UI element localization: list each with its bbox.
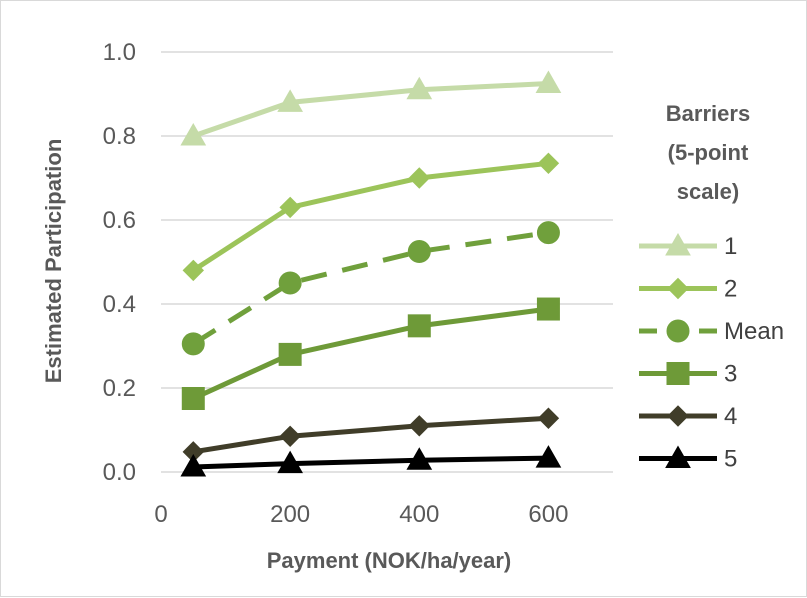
y-tick-label: 0.6 <box>103 207 136 234</box>
x-tick-label: 400 <box>399 501 439 528</box>
series-4 <box>182 407 560 463</box>
series-1 <box>180 70 562 146</box>
y-axis-title: Estimated Participation <box>41 139 66 384</box>
y-tick-label: 0.2 <box>103 375 136 402</box>
legend-label: 2 <box>724 276 737 303</box>
legend-entry-2: 2 <box>639 276 737 303</box>
y-tick-labels: 0.0 0.2 0.4 0.6 0.8 1.0 <box>103 39 136 486</box>
series-line <box>192 81 549 139</box>
legend-entry-Mean: Mean <box>639 318 784 345</box>
data-point <box>408 415 430 437</box>
data-point <box>181 332 205 356</box>
legend-label: Mean <box>724 318 784 345</box>
data-point <box>537 152 560 175</box>
legend-marker <box>666 319 690 343</box>
series-3 <box>181 297 560 410</box>
legend-title-line-3: scale) <box>677 179 739 204</box>
legend-title-line-1: Barriers <box>666 101 750 126</box>
series-line <box>191 160 549 273</box>
x-axis-title: Payment (NOK/ha/year) <box>267 548 512 573</box>
series-2 <box>182 152 560 282</box>
series-line <box>192 306 549 401</box>
y-tick-label: 0.0 <box>103 459 136 486</box>
data-point <box>537 407 560 429</box>
series-line <box>191 230 549 347</box>
data-point <box>407 240 431 263</box>
data-point <box>180 453 207 477</box>
data-point <box>408 167 430 189</box>
legend-entry-5: 5 <box>639 445 737 473</box>
x-tick-label: 200 <box>270 501 310 528</box>
legend-label: 5 <box>724 446 737 473</box>
legend-marker <box>667 405 689 427</box>
y-tick-label: 1.0 <box>103 39 136 66</box>
data-point <box>406 447 433 470</box>
data-point <box>181 387 205 410</box>
data-point <box>406 76 433 100</box>
gridlines <box>161 51 613 473</box>
data-point <box>278 342 302 366</box>
legend-marker <box>666 362 690 385</box>
legend-marker <box>667 277 689 300</box>
legend-title-line-2: (5-point <box>668 140 749 165</box>
data-point <box>535 445 562 468</box>
legend: Barriers (5-point scale) 1 2 Mean 3 4 5 <box>639 101 784 473</box>
data-point <box>535 70 562 93</box>
legend-marker <box>665 232 691 256</box>
legend-label: 3 <box>724 361 737 388</box>
series-Mean <box>181 221 560 356</box>
data-point <box>277 89 304 112</box>
y-tick-label: 0.8 <box>103 123 136 150</box>
data-point <box>279 196 301 219</box>
x-tick-labels: 0 200 400 600 <box>154 501 568 528</box>
data-point <box>536 297 560 321</box>
data-point <box>407 314 431 338</box>
legend-entry-4: 4 <box>639 403 737 430</box>
data-point <box>182 259 204 282</box>
y-tick-label: 0.4 <box>103 291 136 318</box>
series-line <box>193 455 549 470</box>
data-point <box>180 122 207 146</box>
legend-marker <box>665 445 691 468</box>
legend-entry-1: 1 <box>639 232 737 260</box>
legend-label: 4 <box>724 403 737 430</box>
data-point <box>279 425 301 448</box>
data-point <box>536 221 560 245</box>
series-line <box>192 415 549 455</box>
data-point <box>278 271 302 295</box>
x-tick-label: 600 <box>528 501 568 528</box>
legend-entry-3: 3 <box>639 361 737 388</box>
legend-label: 1 <box>724 233 737 260</box>
data-point <box>277 450 304 474</box>
x-tick-label: 0 <box>154 501 167 528</box>
series-5 <box>180 445 562 477</box>
series-layer <box>180 70 562 477</box>
